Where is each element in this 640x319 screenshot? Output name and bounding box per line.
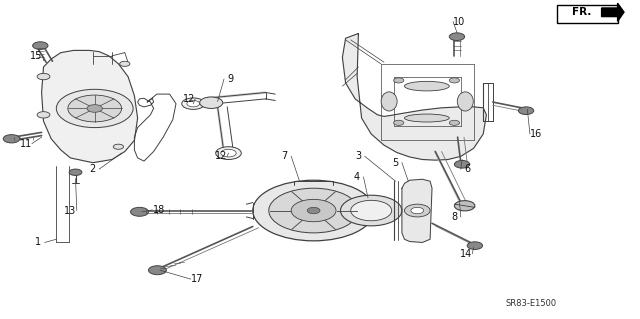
Text: 15: 15: [30, 51, 43, 61]
Circle shape: [340, 195, 402, 226]
Circle shape: [449, 33, 465, 41]
Text: 3: 3: [355, 151, 362, 161]
Text: 17: 17: [191, 274, 204, 284]
Circle shape: [187, 100, 200, 107]
Circle shape: [269, 188, 358, 233]
Circle shape: [56, 89, 133, 128]
Ellipse shape: [381, 92, 397, 111]
Ellipse shape: [457, 92, 474, 111]
Text: 16: 16: [530, 129, 543, 139]
Circle shape: [37, 73, 50, 80]
Circle shape: [467, 242, 483, 249]
Polygon shape: [602, 3, 624, 21]
Text: SR83-E1500: SR83-E1500: [506, 299, 557, 308]
Text: 1: 1: [35, 237, 42, 248]
Circle shape: [200, 97, 223, 108]
Circle shape: [291, 199, 336, 222]
Circle shape: [394, 78, 404, 83]
Circle shape: [68, 95, 122, 122]
Text: 8: 8: [451, 212, 458, 222]
Text: 13: 13: [64, 205, 77, 216]
Polygon shape: [342, 33, 486, 160]
Text: 2: 2: [90, 164, 96, 174]
Ellipse shape: [404, 114, 449, 122]
Circle shape: [131, 207, 148, 216]
Text: 6: 6: [464, 164, 470, 174]
Text: 4: 4: [354, 172, 360, 182]
Text: 11: 11: [19, 138, 32, 149]
Text: FR.: FR.: [572, 7, 591, 17]
Circle shape: [351, 200, 392, 221]
Text: 5: 5: [392, 158, 399, 168]
Circle shape: [518, 107, 534, 115]
Circle shape: [37, 112, 50, 118]
Circle shape: [449, 78, 460, 83]
Text: 7: 7: [282, 151, 288, 161]
Text: 9: 9: [227, 74, 234, 84]
Circle shape: [148, 266, 166, 275]
FancyBboxPatch shape: [557, 5, 618, 23]
Circle shape: [3, 135, 20, 143]
Circle shape: [182, 98, 205, 109]
Polygon shape: [402, 179, 432, 242]
Circle shape: [411, 207, 424, 214]
Circle shape: [253, 180, 374, 241]
Circle shape: [113, 144, 124, 149]
Text: 12: 12: [214, 151, 227, 161]
Circle shape: [216, 147, 241, 160]
Text: 12: 12: [182, 94, 195, 104]
Circle shape: [449, 120, 460, 125]
Ellipse shape: [404, 81, 449, 91]
Text: 18: 18: [152, 205, 165, 215]
Circle shape: [120, 61, 130, 66]
Text: 10: 10: [453, 17, 466, 27]
Circle shape: [307, 207, 320, 214]
Text: 14: 14: [460, 249, 472, 259]
Circle shape: [394, 120, 404, 125]
Circle shape: [221, 149, 236, 157]
Circle shape: [87, 105, 102, 112]
Circle shape: [454, 201, 475, 211]
Polygon shape: [42, 50, 138, 163]
Circle shape: [454, 160, 470, 168]
Circle shape: [69, 169, 82, 175]
Circle shape: [404, 204, 430, 217]
Circle shape: [33, 42, 48, 49]
